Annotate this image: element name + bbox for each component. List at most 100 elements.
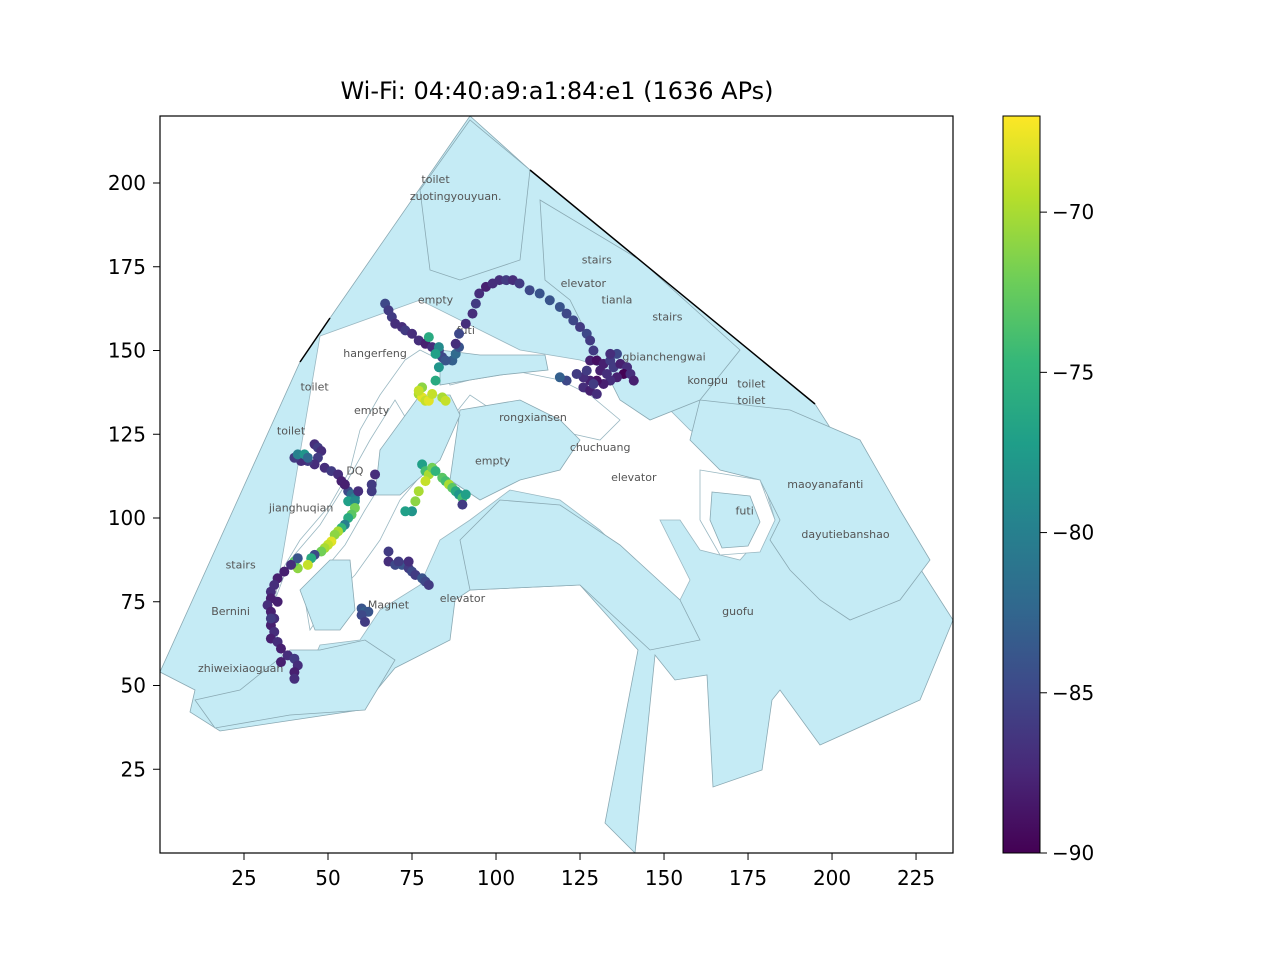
signal-point — [524, 285, 535, 296]
room-label: tianla — [602, 294, 633, 307]
room-label: stairs — [582, 253, 612, 266]
room-label: maoyanafanti — [787, 478, 863, 491]
y-tick-label: 75 — [121, 590, 146, 614]
room-label: empty — [475, 454, 511, 467]
signal-point — [605, 348, 616, 359]
signal-point — [275, 657, 286, 668]
block-lower-island — [299, 559, 356, 631]
x-tick-label: 150 — [645, 866, 683, 890]
room-label: kongpu — [687, 374, 728, 387]
signal-point — [265, 613, 276, 624]
signal-point — [534, 288, 545, 299]
outline-border-west — [299, 317, 331, 363]
x-tick-label: 175 — [729, 866, 767, 890]
colorbar-tick-label: −85 — [1052, 681, 1094, 705]
room-label: DQ — [346, 464, 363, 477]
signal-point — [370, 469, 381, 480]
signal-point — [430, 348, 441, 359]
room-label: elevator — [440, 592, 486, 605]
room-label: futi — [736, 505, 754, 518]
x-tick-label: 25 — [231, 866, 256, 890]
signal-point — [454, 328, 465, 339]
colorbar-tick-label: −70 — [1052, 200, 1094, 224]
colorbar-ticks: −90 −85 −80 −75 −70 — [1040, 200, 1094, 865]
x-tick-label: 225 — [897, 866, 935, 890]
signal-point — [275, 643, 286, 654]
outline-border — [529, 169, 816, 405]
y-tick-label: 125 — [108, 422, 146, 446]
x-tick-label: 100 — [477, 866, 515, 890]
x-tick-label: 75 — [399, 866, 424, 890]
room-label: toilet — [737, 394, 766, 407]
signal-point — [571, 368, 582, 379]
signal-point — [393, 556, 404, 567]
signal-point — [568, 315, 579, 326]
colorbar-tick-label: −90 — [1052, 841, 1094, 865]
signal-point — [430, 466, 441, 477]
signal-point — [420, 476, 431, 487]
signal-point — [430, 375, 441, 386]
colorbar — [1002, 115, 1041, 854]
axes-frame — [159, 115, 954, 854]
signal-point — [440, 395, 451, 406]
floor-plan — [160, 116, 953, 853]
futi-island-core — [709, 491, 761, 549]
signal-point — [292, 553, 303, 564]
y-tick-label: 50 — [121, 674, 146, 698]
x-tick-label: 200 — [813, 866, 851, 890]
room-label: dayutiebanshao — [801, 528, 889, 541]
room-label: stairs — [652, 310, 682, 323]
block-southwest — [194, 639, 396, 729]
signal-point — [302, 559, 313, 570]
room-label: toilet — [421, 173, 450, 186]
signal-point — [433, 362, 444, 373]
x-axis: 25 50 75 100 125 150 175 200 225 — [231, 853, 935, 890]
y-tick-label: 25 — [121, 757, 146, 781]
block-east — [689, 399, 931, 621]
signal-point — [460, 318, 471, 329]
room-label: guofu — [722, 605, 754, 618]
signal-point — [413, 486, 424, 497]
room-label: toilet — [277, 424, 306, 437]
room-label: zuotingyouyuan. — [410, 190, 502, 203]
signal-point — [272, 596, 283, 607]
chart-title: Wi-Fi: 04:40:a9:a1:84:e1 (1636 APs) — [340, 77, 773, 105]
block-north — [419, 119, 531, 281]
block-inner-island — [439, 349, 549, 386]
signal-point — [366, 486, 377, 497]
signal-point — [289, 673, 300, 684]
colorbar-tick-label: −80 — [1052, 521, 1094, 545]
signal-point — [575, 322, 586, 333]
signal-point — [474, 288, 485, 299]
room-label: empty — [354, 404, 390, 417]
signal-point — [585, 335, 596, 346]
signal-point — [467, 308, 478, 319]
room-label: elevator — [561, 277, 607, 290]
signal-point — [410, 496, 421, 507]
room-label: stairs — [226, 558, 256, 571]
signal-point — [554, 301, 565, 312]
signal-point — [514, 278, 525, 289]
signal-point — [423, 580, 434, 590]
signal-point — [450, 338, 461, 349]
signal-point — [279, 566, 290, 577]
y-tick-label: 100 — [108, 506, 146, 530]
signal-point — [427, 389, 438, 400]
block-south — [459, 499, 701, 651]
signal-point — [302, 452, 313, 463]
room-label: rongxiansen — [499, 411, 567, 424]
block-northeast — [539, 199, 741, 421]
room-label: toilet — [737, 377, 766, 390]
signal-point — [460, 489, 471, 500]
signal-point — [457, 499, 468, 510]
x-tick-label: 50 — [315, 866, 340, 890]
room-label: jianghuqian — [268, 501, 334, 514]
colorbar-tick-label: −75 — [1052, 360, 1094, 384]
room-label: hangerfeng — [343, 347, 407, 360]
signal-point — [407, 328, 418, 339]
signal-point — [286, 559, 297, 570]
signal-point — [470, 298, 481, 309]
signal-point — [591, 389, 602, 400]
signal-point — [561, 308, 572, 319]
